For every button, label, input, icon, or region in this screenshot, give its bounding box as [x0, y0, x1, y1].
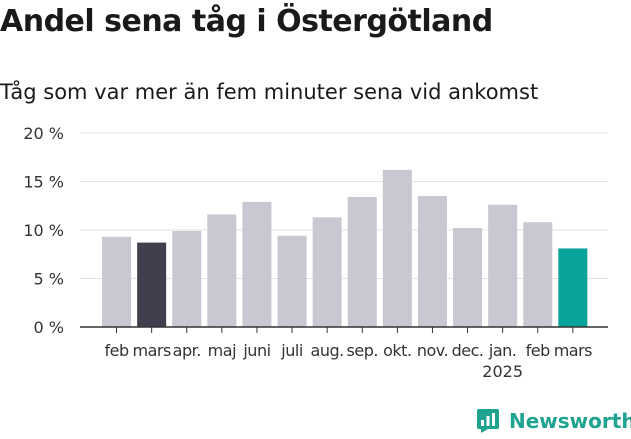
bar: [453, 228, 483, 327]
y-tick-labels: 0 % 5 % 10 % 15 % 20 %: [23, 124, 64, 337]
bar: [172, 230, 202, 327]
x-year-label: 2025: [482, 362, 523, 381]
x-tick-label: feb: [104, 341, 128, 360]
bar: [207, 214, 237, 327]
y-tick-label: 0 %: [34, 318, 64, 337]
x-tick-label: sep.: [347, 341, 378, 360]
y-tick-label: 15 %: [23, 173, 64, 192]
x-tick-label: mars: [554, 341, 592, 360]
x-tick-label: dec.: [452, 341, 484, 360]
bar: [102, 236, 132, 327]
bar: [277, 235, 307, 327]
x-tick-label: juli: [280, 341, 302, 360]
bar: [242, 201, 272, 327]
x-tick-label: aug.: [311, 341, 344, 360]
x-tick-labels: feb mars apr. maj juni juli aug. sep. okt. nov. de…: [104, 341, 592, 381]
bar: [488, 204, 518, 327]
bars: [102, 169, 588, 327]
x-tick-label: jan.: [488, 341, 516, 360]
bar: [137, 242, 167, 327]
x-tick-label: juni: [242, 341, 270, 360]
bar: [523, 222, 553, 327]
x-tick-label: feb: [526, 341, 550, 360]
bar: [382, 169, 412, 327]
newsworthy-brand: Newsworthy: [476, 408, 631, 434]
y-tick-label: 10 %: [23, 221, 64, 240]
brand-name: Newsworthy: [509, 409, 631, 433]
x-tick-label: mars: [132, 341, 170, 360]
chart-subtitle: Tåg som var mer än fem minuter sena vid …: [0, 80, 539, 104]
x-tick-label: apr.: [173, 341, 201, 360]
x-tick-label: okt.: [383, 341, 411, 360]
bar: [558, 248, 588, 327]
x-axis: [80, 326, 608, 333]
x-tick-label: nov.: [417, 341, 448, 360]
gridlines: [80, 132, 608, 279]
x-tick-label: maj: [208, 341, 236, 360]
bar: [312, 217, 342, 327]
y-tick-label: 5 %: [34, 270, 64, 289]
chart-title: Andel sena tåg i Östergötland: [0, 4, 493, 39]
bar: [347, 197, 377, 327]
newsworthy-logo-icon: [477, 409, 499, 433]
y-tick-label: 20 %: [23, 124, 64, 143]
bar: [417, 196, 447, 327]
